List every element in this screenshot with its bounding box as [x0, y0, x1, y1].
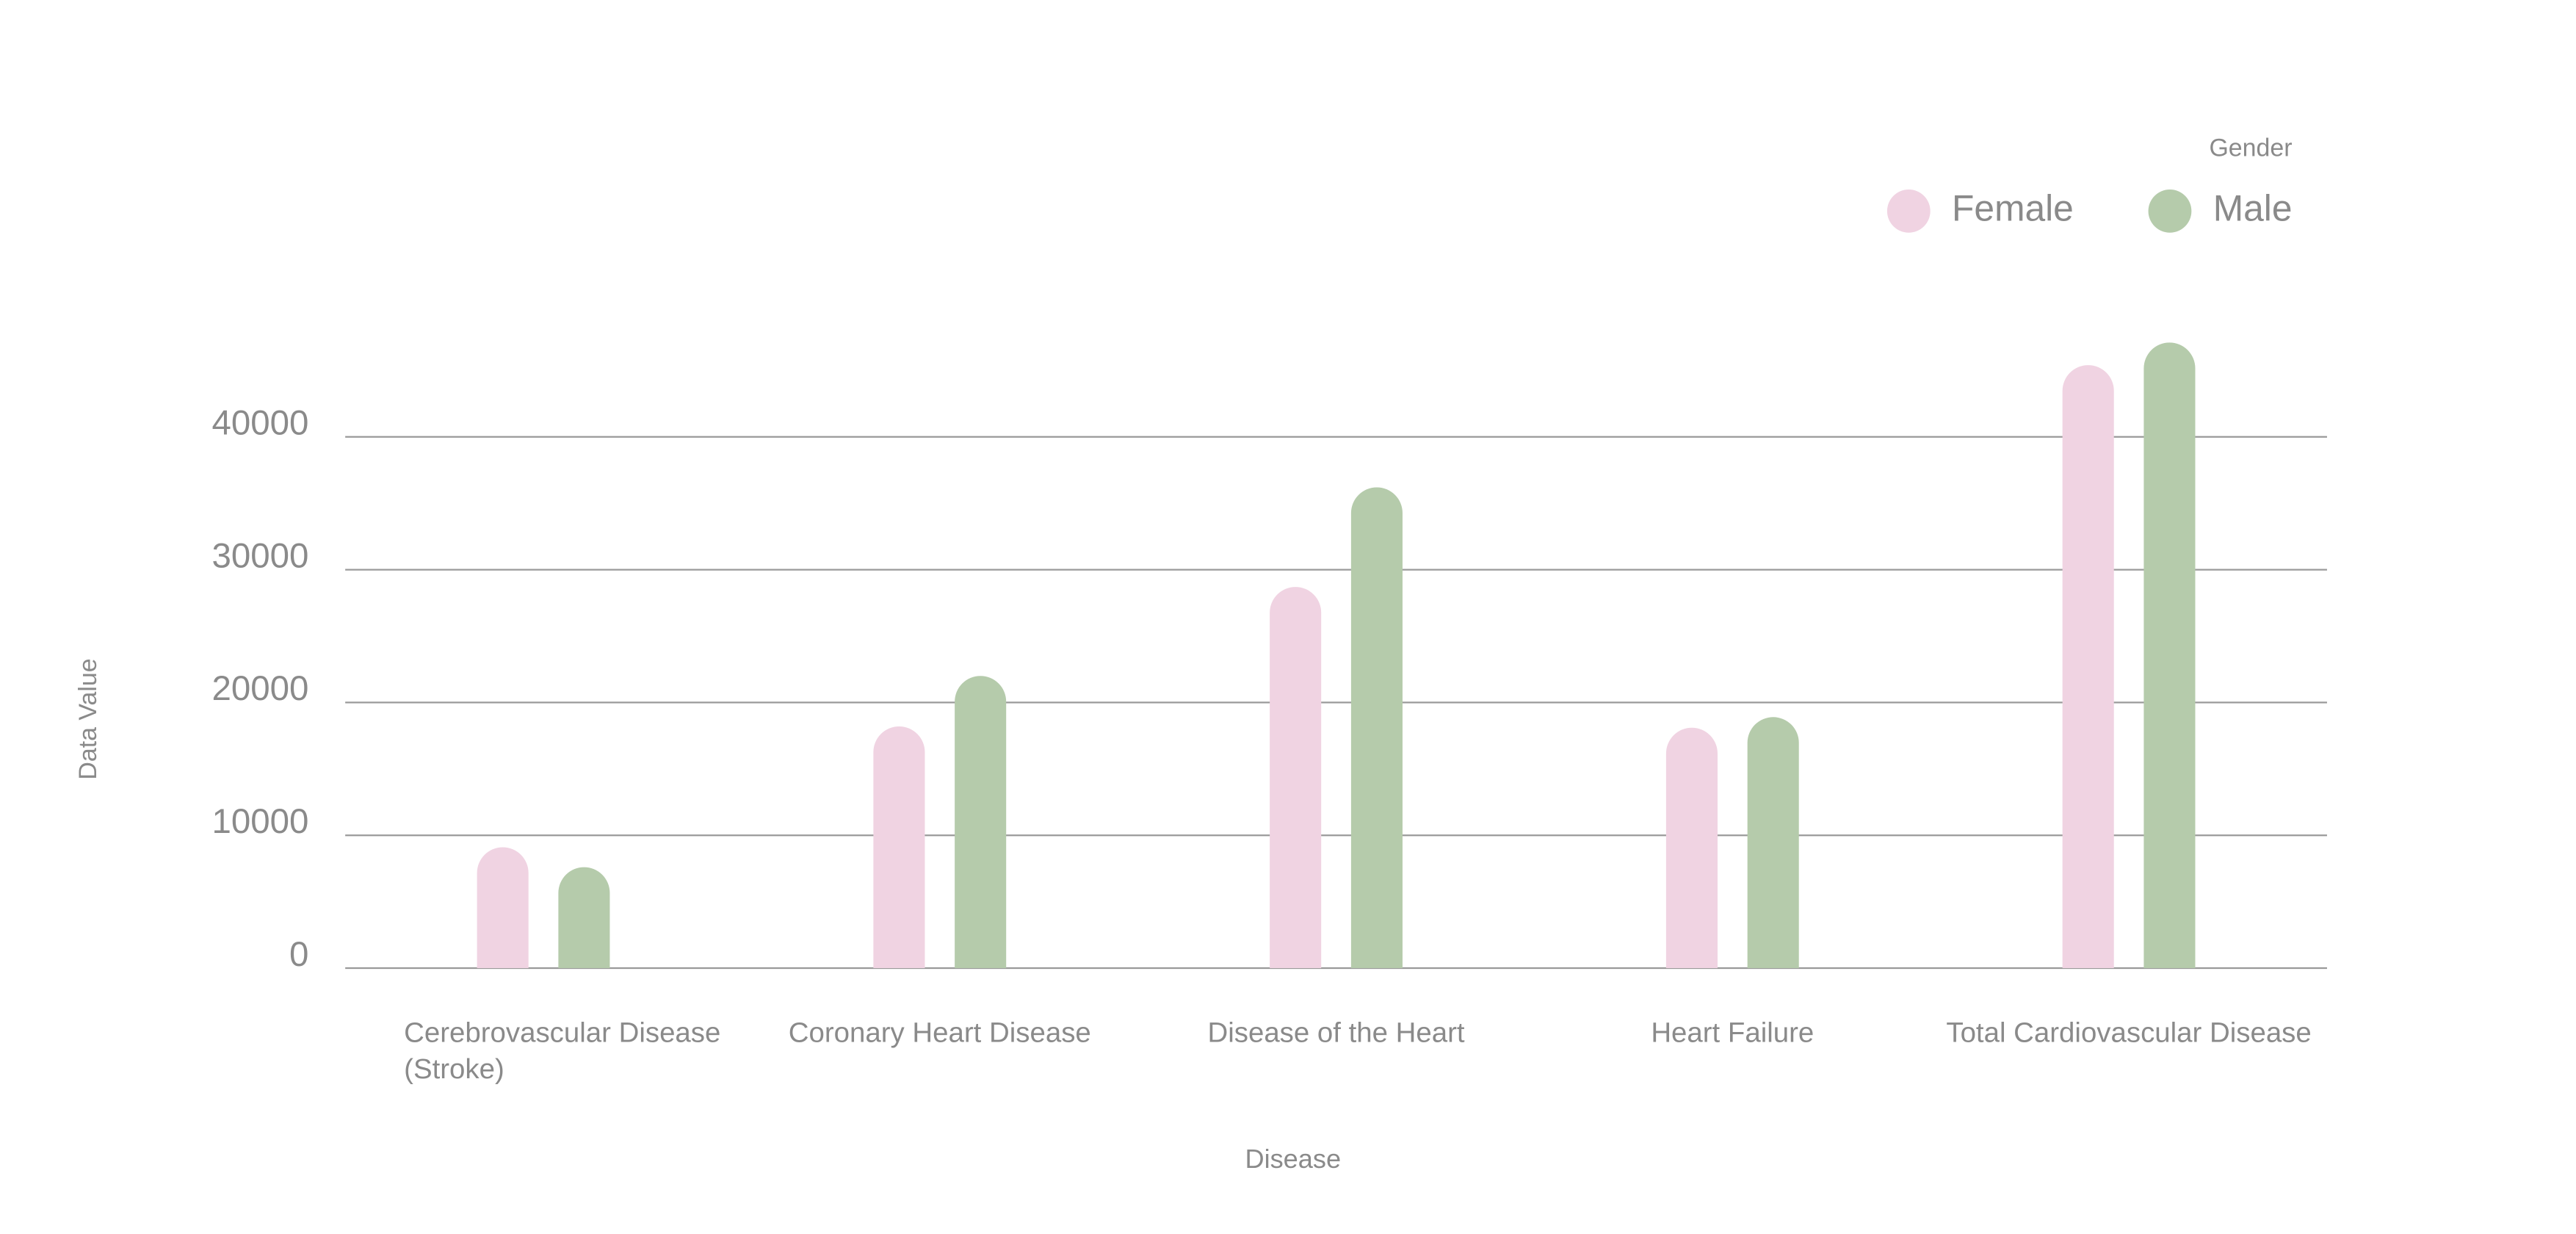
x-tick-label-line: (Stroke): [404, 1053, 504, 1085]
y-tick-label: 40000: [211, 403, 308, 442]
bar: [2143, 342, 2196, 969]
y-tick-label: 0: [289, 935, 308, 974]
bar: [955, 676, 1007, 969]
bar: [558, 867, 610, 969]
y-tick-label: 20000: [211, 669, 308, 708]
legend-label: Male: [2213, 187, 2293, 228]
x-tick-label: Disease of the Heart: [1207, 1017, 1464, 1049]
y-axis-title: Data Value: [74, 658, 102, 779]
bar: [1350, 487, 1403, 969]
bar: [1747, 717, 1799, 969]
legend-label: Female: [1952, 187, 2074, 228]
x-tick-label: Heart Failure: [1651, 1017, 1814, 1049]
legend-title: Gender: [2209, 134, 2292, 162]
bar: [873, 726, 925, 969]
y-tick-label: 10000: [211, 802, 308, 841]
bar: [2062, 365, 2114, 969]
bar: [1665, 727, 1718, 969]
legend-swatch: [1886, 189, 1931, 233]
x-tick-label-line: Cerebrovascular Disease: [404, 1017, 720, 1049]
x-axis-title: Disease: [1245, 1144, 1341, 1174]
bar: [477, 847, 529, 969]
x-tick-label: Coronary Heart Disease: [789, 1017, 1091, 1049]
legend-swatch: [2148, 189, 2192, 233]
y-tick-label: 30000: [211, 536, 308, 575]
bar: [1270, 587, 1322, 969]
x-tick-label: Total Cardiovascular Disease: [1946, 1017, 2311, 1049]
x-tick-label: Cerebrovascular Disease (Stroke): [404, 1017, 720, 1086]
